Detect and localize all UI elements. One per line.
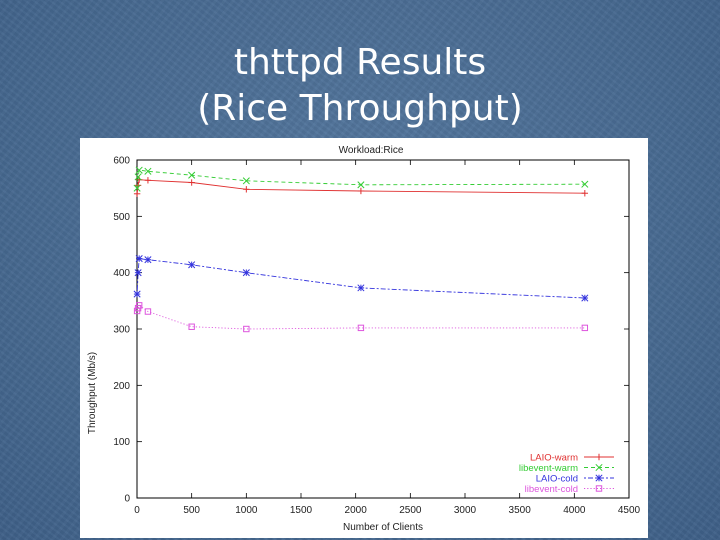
data-point-libevent-warm: [133, 184, 141, 192]
x-tick-label: 3500: [509, 505, 532, 516]
y-tick-label: 200: [113, 381, 130, 392]
data-point-laio-warm: [243, 186, 250, 193]
data-point-laio-cold: [357, 284, 365, 292]
data-point-libevent-warm: [134, 173, 142, 181]
series-libevent-cold: [133, 302, 589, 333]
chart-panel: Workload:Rice Number of Clients Throughp…: [80, 138, 648, 538]
data-point-laio-warm: [144, 177, 152, 184]
y-axis-label: Throughput (Mb/s): [87, 352, 98, 434]
legend-label-laio-cold: LAIO-cold: [536, 474, 578, 485]
data-point-libevent-cold: [357, 324, 365, 332]
data-point-libevent-warm: [581, 180, 589, 188]
throughput-chart: Workload:Rice Number of Clients Throughp…: [87, 145, 641, 533]
legend-marker-laio-warm: [595, 453, 603, 461]
series-libevent-warm: [133, 166, 589, 192]
data-point-libevent-cold: [135, 302, 143, 309]
data-point-libevent-cold: [581, 324, 589, 332]
legend-marker-laio-cold: [595, 474, 603, 482]
x-tick-label: 1500: [290, 505, 313, 516]
x-tick-label: 4000: [563, 505, 586, 516]
data-point-laio-cold: [581, 294, 589, 302]
data-point-libevent-warm: [135, 166, 143, 174]
y-tick-label: 500: [113, 212, 130, 223]
data-point-laio-warm: [133, 190, 141, 197]
x-tick-label: 2500: [399, 505, 422, 516]
data-point-laio-cold: [188, 261, 196, 269]
legend-label-libevent-warm: libevent-warm: [519, 463, 578, 474]
slide-title-line-1: thttpd Results: [233, 42, 487, 83]
data-point-laio-warm: [357, 187, 365, 195]
slide-title: thttpd Results (Rice Throughput): [0, 40, 720, 132]
legend-label-libevent-cold: libevent-cold: [525, 484, 578, 495]
plot-frame: [136, 159, 630, 499]
x-axis-label: Number of Clients: [343, 522, 423, 533]
legend-marker-libevent-warm: [595, 463, 603, 472]
x-tick-label: 2000: [345, 505, 368, 516]
x-tick-label: 1000: [235, 505, 258, 516]
data-point-laio-warm: [581, 190, 589, 197]
data-point-laio-cold: [134, 269, 142, 277]
y-tick-label: 400: [113, 268, 130, 279]
data-point-libevent-cold: [243, 325, 250, 333]
data-point-libevent-cold: [188, 323, 195, 330]
legend-label-laio-warm: LAIO-warm: [530, 453, 578, 464]
legend: LAIO-warmlibevent-warmLAIO-coldlibevent-…: [519, 453, 614, 495]
x-tick-label: 0: [134, 505, 140, 516]
y-tick-label: 300: [113, 325, 130, 336]
chart-title: Workload:Rice: [339, 145, 404, 156]
data-point-laio-cold: [135, 255, 143, 263]
data-point-libevent-warm: [357, 181, 365, 189]
data-point-laio-cold: [242, 269, 250, 277]
data-point-laio-cold: [144, 256, 152, 264]
y-tick-label: 0: [124, 494, 130, 505]
x-tick-label: 4500: [618, 505, 641, 516]
data-point-libevent-warm: [188, 171, 196, 179]
series-line-laio-cold: [136, 258, 585, 299]
slide-title-line-2: (Rice Throughput): [197, 88, 523, 129]
data-point-laio-warm: [188, 179, 195, 186]
data-point-libevent-cold: [144, 308, 152, 315]
x-tick-label: 3000: [454, 505, 477, 516]
x-tick-label: 500: [183, 505, 200, 516]
y-tick-label: 100: [113, 437, 130, 448]
series-line-libevent-warm: [136, 169, 585, 189]
data-point-libevent-warm: [242, 177, 250, 185]
legend-marker-libevent-cold: [595, 485, 603, 492]
series-laio-warm: [133, 176, 589, 197]
data-point-libevent-warm: [144, 167, 152, 175]
series-laio-cold: [133, 255, 589, 302]
y-tick-label: 600: [113, 156, 130, 167]
data-point-laio-cold: [133, 290, 141, 298]
